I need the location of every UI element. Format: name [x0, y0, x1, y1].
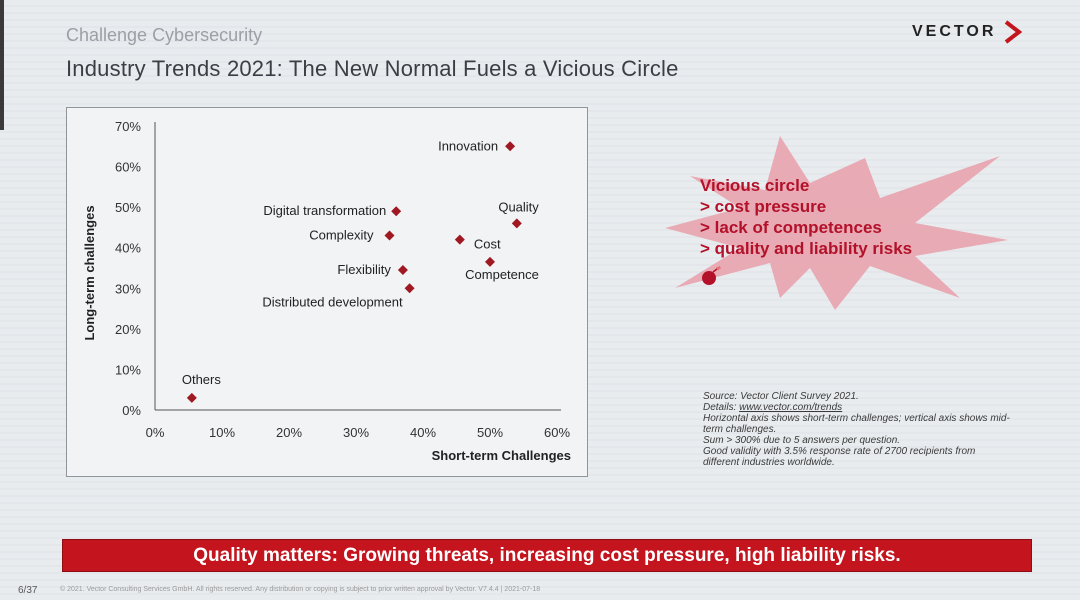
callout-line-3: > lack of competences [700, 218, 882, 237]
y-tick-label: 70% [115, 119, 141, 134]
data-point-label: Quality [498, 199, 539, 214]
callout-line-2: > cost pressure [700, 197, 827, 216]
y-tick-label: 60% [115, 160, 141, 175]
data-point-label: Digital transformation [263, 203, 386, 218]
bomb-icon [702, 266, 721, 285]
chart-svg: 0% 10% 20% 30% 40% 50% 60% 0% 10% 20% 30% 40% 50% 60%… [82, 119, 571, 463]
x-tick-label: 30% [343, 425, 369, 440]
copyright-footer: © 2021. Vector Consulting Services GmbH.… [60, 586, 541, 593]
data-point-label: Competence [465, 267, 539, 282]
x-tick-label: 20% [276, 425, 302, 440]
axis-note-line: Horizontal axis shows short-term challen… [703, 413, 1010, 435]
data-point-marker [397, 265, 408, 276]
data-point-label: Flexibility [337, 262, 391, 277]
source-note: Source: Vector Client Survey 2021. Detai… [703, 391, 1013, 468]
y-tick-label: 20% [115, 322, 141, 337]
y-tick-label: 10% [115, 362, 141, 377]
data-point-label: Complexity [309, 228, 374, 243]
callout-line-1: Vicious circle [700, 176, 810, 195]
y-tick-label: 40% [115, 241, 141, 256]
details-link[interactable]: www.vector.com/trends [739, 402, 843, 413]
source-line: Source: Vector Client Survey 2021. [703, 391, 859, 402]
x-tick-label: 10% [209, 425, 235, 440]
chevron-right-icon [1005, 20, 1023, 44]
data-point-marker [384, 230, 395, 241]
vicious-circle-callout: Vicious circle > cost pressure > lack of… [700, 175, 912, 259]
left-edge-bar [0, 0, 4, 130]
data-point-marker [186, 392, 197, 403]
x-axis-title: Short-term Challenges [432, 448, 571, 463]
x-tick-label: 40% [410, 425, 436, 440]
sum-note-line: Sum > 300% due to 5 answers per question… [703, 435, 901, 446]
logo-text: VECTOR [912, 23, 997, 40]
quality-banner: Quality matters: Growing threats, increa… [62, 539, 1032, 572]
data-point-marker [511, 218, 522, 229]
y-tick-label: 30% [115, 281, 141, 296]
data-point-label: Innovation [438, 138, 498, 153]
data-point-marker [505, 141, 516, 152]
data-point-marker [404, 283, 415, 294]
data-point-label: Others [182, 372, 222, 387]
details-label: Details: [703, 402, 737, 413]
validity-note-line: Good validity with 3.5% response rate of… [703, 446, 976, 468]
data-point-marker [391, 206, 402, 217]
details-line: Details: www.vector.com/trends [703, 402, 1013, 413]
y-tick-label: 0% [122, 403, 141, 418]
slide-title: Industry Trends 2021: The New Normal Fue… [66, 56, 679, 81]
y-tick-label: 50% [115, 200, 141, 215]
page-number: 6/37 [18, 585, 38, 596]
starburst-shape [665, 136, 1008, 310]
x-tick-label: 0% [146, 425, 165, 440]
data-point-marker [485, 256, 495, 267]
data-point-marker [454, 234, 465, 245]
callout-line-4: > quality and liability risks [700, 239, 913, 258]
data-point-label: Distributed development [262, 294, 403, 309]
y-axis-title: Long-term challenges [82, 205, 97, 340]
data-point-label: Cost [474, 237, 501, 252]
vector-logo: VECTOR [912, 20, 1024, 44]
x-tick-label: 60% [544, 425, 570, 440]
x-tick-label: 50% [477, 425, 503, 440]
scatter-chart: 0% 10% 20% 30% 40% 50% 60% 0% 10% 20% 30% 40% 50% 60%… [66, 107, 588, 477]
slide-subtitle: Challenge Cybersecurity [66, 25, 263, 45]
